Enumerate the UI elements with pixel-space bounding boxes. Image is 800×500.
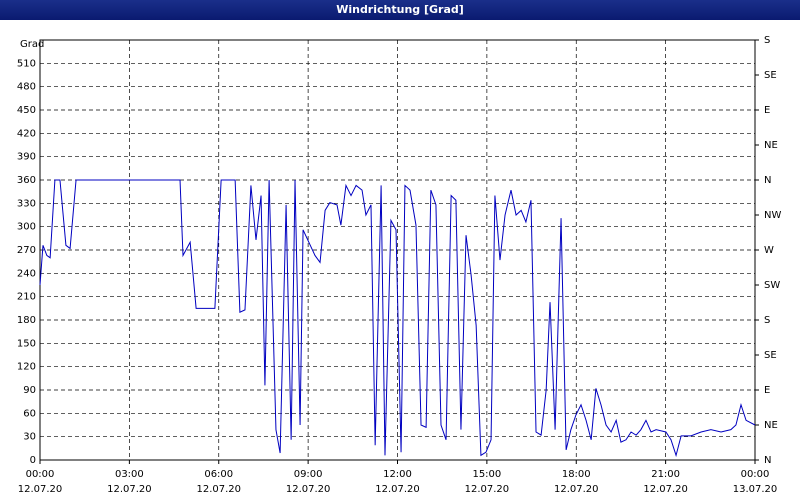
y-tick-label: 210 — [17, 292, 36, 303]
y-tick-label: 450 — [17, 105, 36, 116]
y2-tick-label: NE — [764, 140, 778, 151]
y2-tick-label: E — [764, 105, 770, 116]
y-tick-label: 150 — [17, 338, 36, 349]
y-tick-label: 60 — [23, 408, 36, 419]
y-tick-label: 90 — [23, 385, 36, 396]
y2-tick-label: S — [764, 315, 770, 326]
y-tick-label: 300 — [17, 222, 36, 233]
title-bar: Windrichtung [Grad] — [0, 0, 800, 20]
y2-tick-label: W — [764, 245, 774, 256]
y-tick-label: 180 — [17, 315, 36, 326]
y2-tick-label: E — [764, 385, 770, 396]
y-tick-label: 120 — [17, 362, 36, 373]
y2-tick-label: SW — [764, 280, 780, 291]
x-tick-date: 12.07.20 — [286, 484, 331, 495]
x-tick-date: 12.07.20 — [465, 484, 510, 495]
y-axis-label: Grad — [20, 39, 44, 50]
chart: Grad 0 30 60 90 120 150 180 210 240 270 300 330 360 3… — [17, 35, 782, 495]
y-tick-label: 390 — [17, 152, 36, 163]
x-tick-label: 09:00 — [294, 469, 323, 480]
y2-tick-label: SE — [764, 70, 777, 81]
x-tick-date: 13.07.20 — [733, 484, 778, 495]
x-tick-label: 12:00 — [383, 469, 412, 480]
y2-tick-label: N — [764, 175, 771, 186]
x-tick-date: 12.07.20 — [375, 484, 420, 495]
x-tick-label: 00:00 — [26, 469, 55, 480]
x-tick-label: 00:00 — [741, 469, 770, 480]
y-tick-label: 270 — [17, 245, 36, 256]
y-tick-label: 0 — [30, 455, 36, 466]
x-tick-label: 18:00 — [562, 469, 591, 480]
y2-tick-label: N — [764, 455, 771, 466]
y2-tick-label: SE — [764, 350, 777, 361]
x-tick-label: 03:00 — [115, 469, 144, 480]
x-tick-label: 15:00 — [472, 469, 501, 480]
x-tick-date: 12.07.20 — [643, 484, 688, 495]
x-tick-date: 12.07.20 — [554, 484, 599, 495]
y-tick-label: 240 — [17, 268, 36, 279]
chart-title: Windrichtung [Grad] — [336, 3, 464, 16]
y-tick-label: 360 — [17, 175, 36, 186]
y-tick-label: 330 — [17, 198, 36, 209]
y-tick-label: 480 — [17, 82, 36, 93]
x-tick-date: 12.07.20 — [18, 484, 63, 495]
y-tick-label: 30 — [23, 432, 36, 443]
y2-tick-label: NW — [764, 210, 781, 221]
data-line — [39, 179, 756, 458]
y-tick-label: 510 — [17, 58, 36, 69]
y2-tick-label: S — [764, 35, 770, 46]
x-tick-label: 06:00 — [204, 469, 233, 480]
x-tick-date: 12.07.20 — [107, 484, 152, 495]
y2-tick-label: NE — [764, 420, 778, 431]
x-tick-date: 12.07.20 — [196, 484, 241, 495]
y-tick-label: 420 — [17, 128, 36, 139]
x-tick-label: 21:00 — [651, 469, 680, 480]
